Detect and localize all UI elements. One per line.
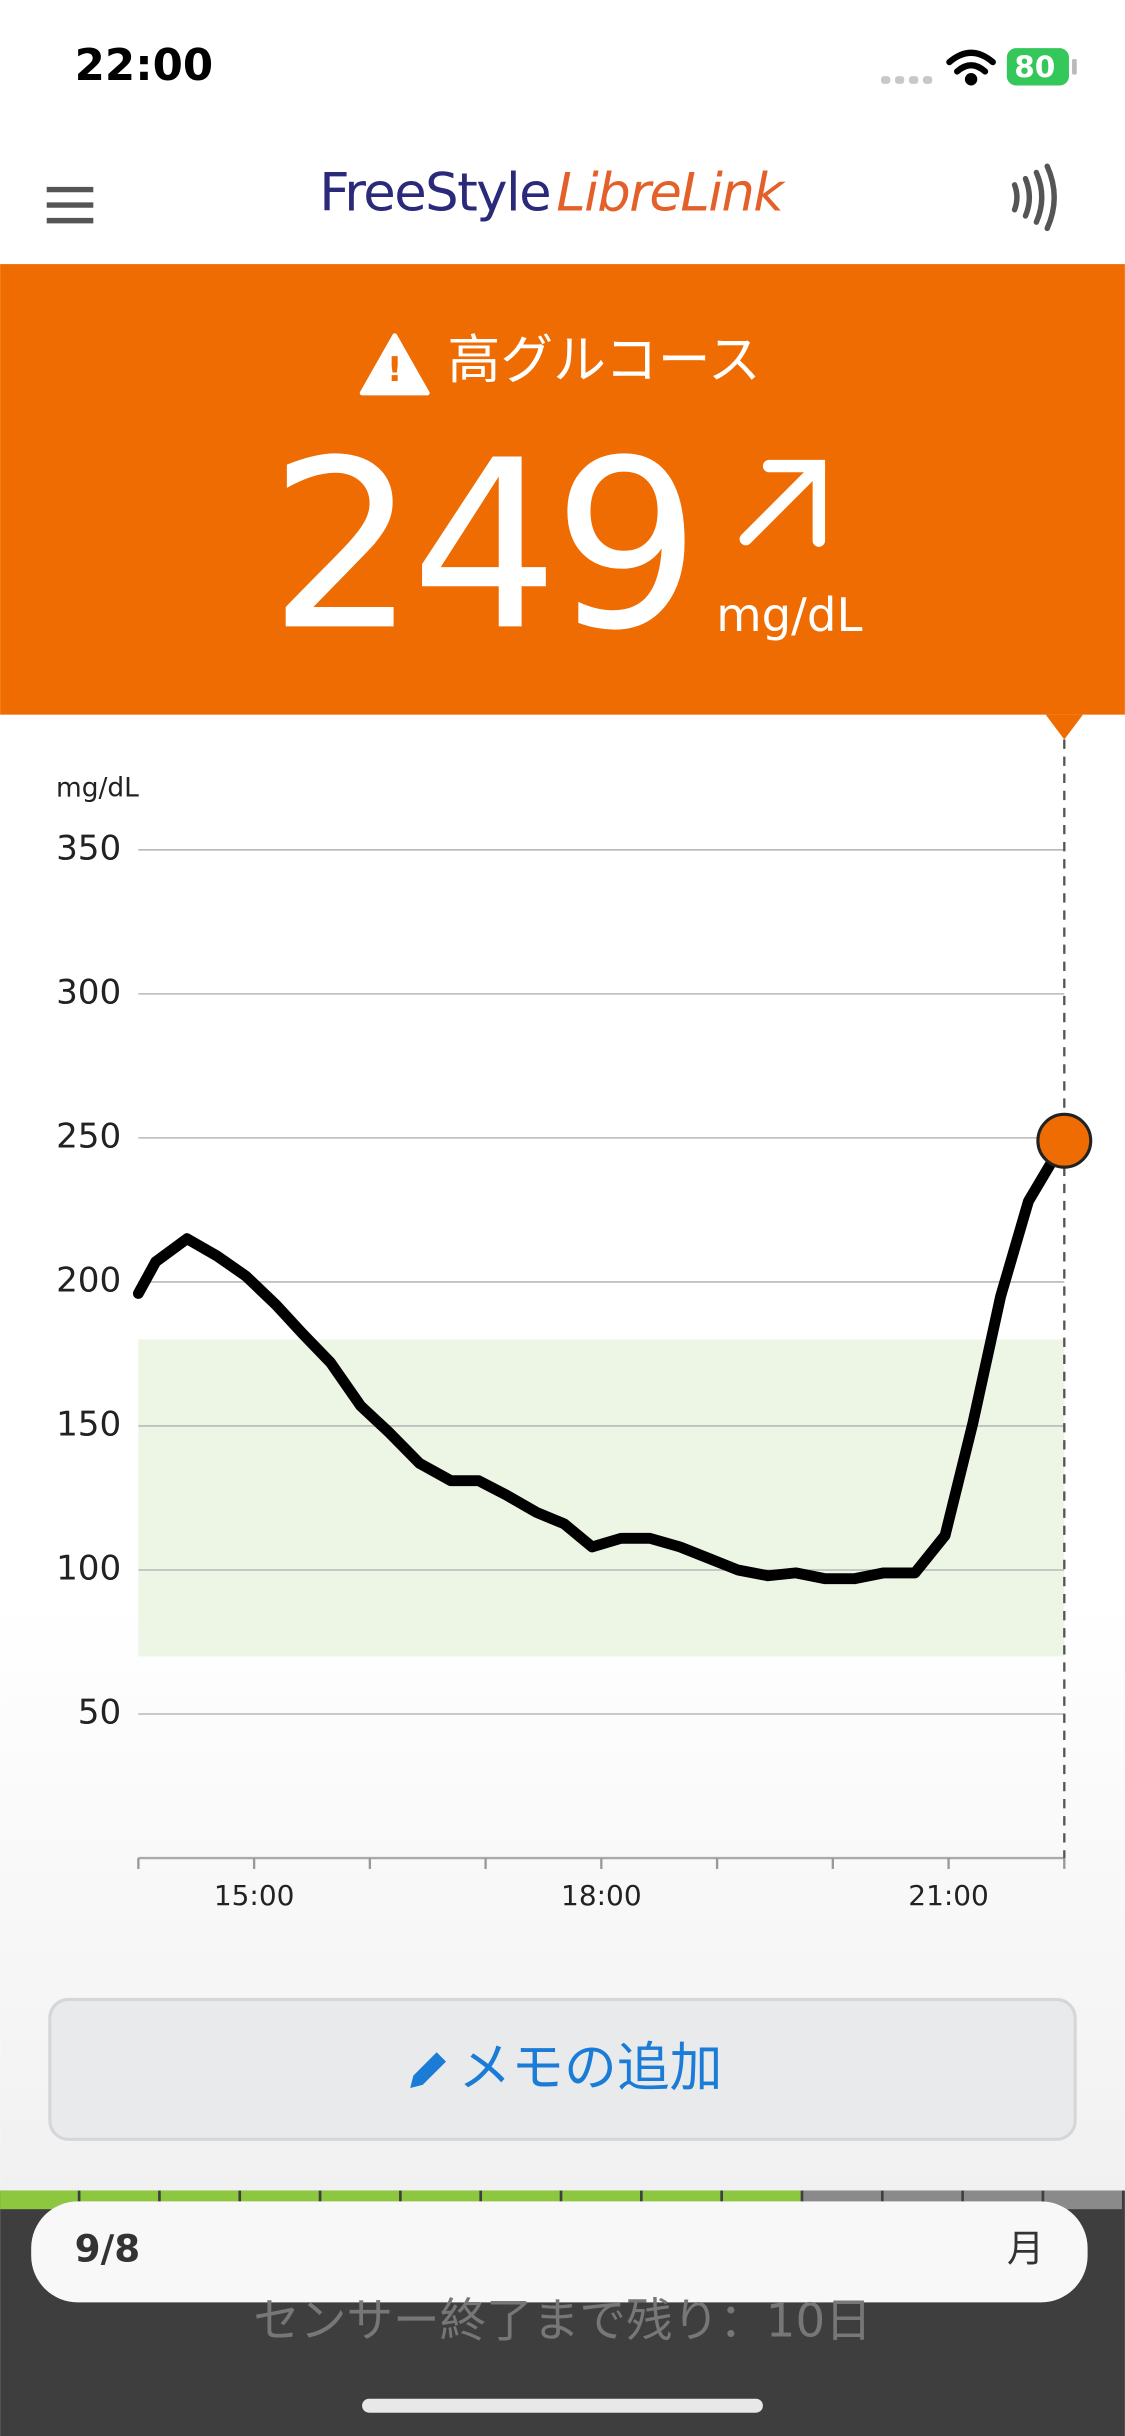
battery-level: 80 bbox=[1014, 50, 1055, 84]
progress-segment bbox=[0, 2190, 78, 2210]
glucose-value: 249 bbox=[269, 410, 695, 681]
pencil-icon bbox=[410, 2052, 446, 2088]
add-note-label[interactable]: メモの追加 bbox=[458, 2038, 722, 2099]
logo-librelink: LibreLink bbox=[556, 162, 786, 223]
progress-segment bbox=[1044, 2190, 1122, 2210]
sensor-remaining: センサー終了まで残り：10日 bbox=[253, 2294, 871, 2348]
y-tick-label: 350 bbox=[56, 828, 121, 868]
banner-pointer bbox=[1045, 714, 1083, 740]
trend-arrow bbox=[739, 459, 826, 547]
current-reading bbox=[1036, 1112, 1093, 1169]
glucose-line bbox=[132, 1135, 1070, 1585]
y-tick-label: 200 bbox=[56, 1260, 121, 1300]
battery-tip bbox=[1072, 59, 1077, 75]
y-tick-label: 150 bbox=[56, 1404, 121, 1444]
wifi-icon bbox=[946, 49, 996, 86]
x-tick-label: 21:00 bbox=[908, 1879, 989, 1912]
target-range bbox=[138, 1339, 1065, 1657]
status-time: 22:00 bbox=[75, 41, 213, 91]
glucose-unit: mg/dL bbox=[716, 588, 862, 642]
alert-label: 高グルコース bbox=[448, 330, 761, 391]
y-tick-label: 100 bbox=[56, 1548, 121, 1588]
signal bbox=[880, 76, 933, 84]
x-tick-label: 18:00 bbox=[561, 1879, 642, 1912]
battery bbox=[1006, 48, 1069, 86]
weekday: 月 bbox=[1007, 2227, 1044, 2271]
x-tick-label: 15:00 bbox=[214, 1879, 295, 1912]
y-tick-label: 300 bbox=[56, 972, 121, 1012]
warning-mark: ! bbox=[387, 350, 403, 390]
add-note-button[interactable] bbox=[48, 1997, 1077, 2141]
warning-icon bbox=[359, 333, 430, 396]
date-pill bbox=[31, 2201, 1088, 2303]
y-axis-label: mg/dL bbox=[56, 773, 139, 804]
home-indicator bbox=[362, 2398, 763, 2413]
scan-icon[interactable] bbox=[1011, 163, 1057, 232]
date: 9/8 bbox=[75, 2227, 140, 2271]
glucose-chart: mg/dL 50 100 150 200 250 300 350 15:00 18:00 21:00 bbox=[56, 739, 1093, 1912]
menu-icon[interactable] bbox=[46, 186, 94, 224]
y-tick-label: 250 bbox=[56, 1116, 121, 1156]
alert-banner bbox=[0, 264, 1125, 715]
y-tick-label: 50 bbox=[78, 1693, 121, 1733]
logo-freestyle: FreeStyle bbox=[319, 162, 550, 223]
